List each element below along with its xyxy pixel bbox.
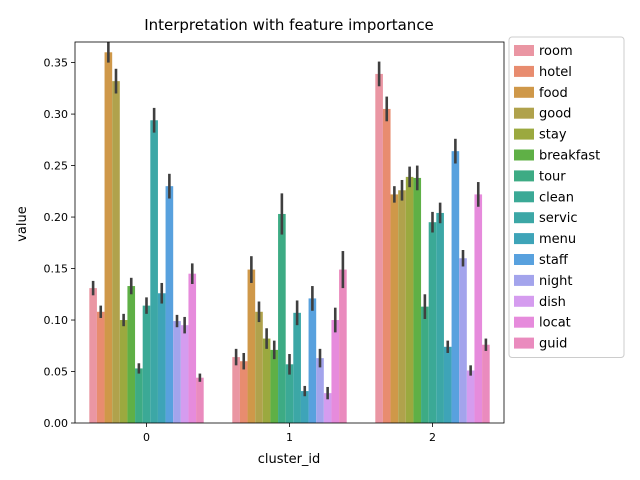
bar-clean-2	[428, 222, 437, 423]
chart-title: Interpretation with feature importance	[144, 16, 434, 34]
bar-staff-1	[308, 298, 317, 423]
legend-label-night: night	[539, 274, 572, 289]
bar-good-1	[255, 311, 263, 423]
bar-staff-2	[451, 151, 460, 423]
legend-swatch-tour	[514, 170, 534, 182]
bar-night-2	[459, 258, 467, 423]
bar-room-0	[89, 288, 97, 423]
bar-clean-0	[142, 305, 151, 423]
bar-servic-1	[293, 312, 301, 423]
bar-dish-1	[323, 393, 332, 423]
bar-hotel-0	[96, 311, 105, 423]
bar-room-1	[232, 357, 240, 423]
axes-layer: 0.00 0.05 0.10 0.15 0.20 0.25 0.30 0.35 0 1 2	[44, 41, 505, 444]
legend-box	[508, 36, 625, 358]
bar-hotel-1	[239, 361, 248, 423]
bar-stay-2	[405, 176, 414, 423]
legend-label-staff: staff	[539, 253, 569, 268]
legend-label-hotel: hotel	[539, 65, 572, 80]
legend-swatch-servic	[514, 212, 534, 224]
bar-night-0	[173, 321, 181, 423]
legend-label-room: room	[539, 44, 573, 59]
legend-swatch-staff	[514, 254, 534, 265]
bar-breakfast-1	[270, 349, 279, 423]
bar-menu-0	[157, 293, 166, 423]
bar-guid-1	[339, 269, 347, 423]
bar-dish-2	[466, 370, 475, 423]
legend-label-servic: servic	[539, 211, 578, 226]
legend-label-good: good	[539, 107, 571, 122]
bar-night-1	[316, 358, 324, 423]
bar-servic-0	[150, 120, 158, 423]
bar-guid-0	[196, 377, 204, 423]
bars-layer	[89, 42, 490, 423]
y-tick-label: 0.10	[44, 314, 69, 327]
legend-label-locat: locat	[539, 316, 571, 331]
x-tick-label: 1	[286, 431, 293, 444]
legend-label-menu: menu	[539, 232, 576, 247]
legend-swatch-menu	[514, 233, 534, 245]
legend-label-clean: clean	[539, 190, 574, 205]
bar-servic-2	[436, 212, 444, 423]
bar-breakfast-2	[413, 177, 422, 423]
legend-label-guid: guid	[539, 337, 567, 352]
y-tick-label: 0.00	[44, 417, 69, 430]
legend-label-tour: tour	[539, 169, 566, 184]
legend-label-stay: stay	[539, 128, 567, 143]
legend-swatch-night	[514, 274, 534, 286]
bar-locat-0	[188, 273, 197, 423]
y-tick-label: 0.30	[44, 108, 69, 121]
legend-swatch-room	[514, 45, 534, 56]
x-tick-label: 0	[143, 431, 150, 444]
bar-room-2	[375, 73, 383, 423]
legend-swatch-clean	[514, 191, 534, 203]
bar-food-1	[247, 269, 256, 423]
x-axis-label: cluster_id	[258, 452, 321, 467]
bar-locat-1	[331, 320, 340, 423]
legend-swatch-guid	[514, 337, 534, 349]
y-tick-label: 0.15	[44, 263, 69, 276]
bar-stay-0	[119, 320, 128, 423]
bar-locat-2	[474, 194, 483, 423]
y-tick-label: 0.25	[44, 160, 69, 173]
legend-label-food: food	[539, 86, 568, 101]
legend-label-breakfast: breakfast	[539, 149, 600, 164]
legend-label-dish: dish	[539, 295, 566, 310]
legend-swatch-food	[514, 86, 534, 98]
bar-hotel-2	[382, 108, 391, 423]
bar-stay-1	[262, 338, 271, 423]
legend-swatch-good	[514, 107, 534, 119]
bar-clean-1	[285, 364, 294, 423]
legend-swatch-hotel	[514, 65, 534, 77]
bar-food-0	[104, 52, 113, 423]
legend: room hotel food good stay breakfast tour clean s…	[508, 36, 625, 358]
bar-guid-2	[482, 344, 490, 423]
x-tick-label: 2	[429, 431, 436, 444]
y-tick-label: 0.05	[44, 366, 69, 379]
y-axis-label: value	[15, 206, 30, 242]
bar-food-2	[390, 194, 399, 423]
legend-swatch-breakfast	[514, 149, 534, 161]
bar-tour-1	[278, 213, 286, 423]
bar-staff-0	[165, 186, 174, 423]
bar-tour-0	[135, 368, 143, 423]
bar-breakfast-0	[127, 286, 136, 423]
bar-tour-2	[421, 306, 429, 423]
legend-swatch-dish	[514, 295, 534, 307]
y-tick-label: 0.20	[44, 211, 69, 224]
legend-swatch-stay	[514, 128, 534, 140]
bar-good-2	[398, 190, 406, 423]
bar-menu-2	[443, 346, 452, 423]
bar-good-0	[112, 81, 120, 423]
bar-dish-0	[180, 325, 189, 423]
bar-menu-1	[300, 391, 309, 423]
y-tick-label: 0.35	[44, 57, 69, 70]
legend-swatch-locat	[514, 316, 534, 328]
